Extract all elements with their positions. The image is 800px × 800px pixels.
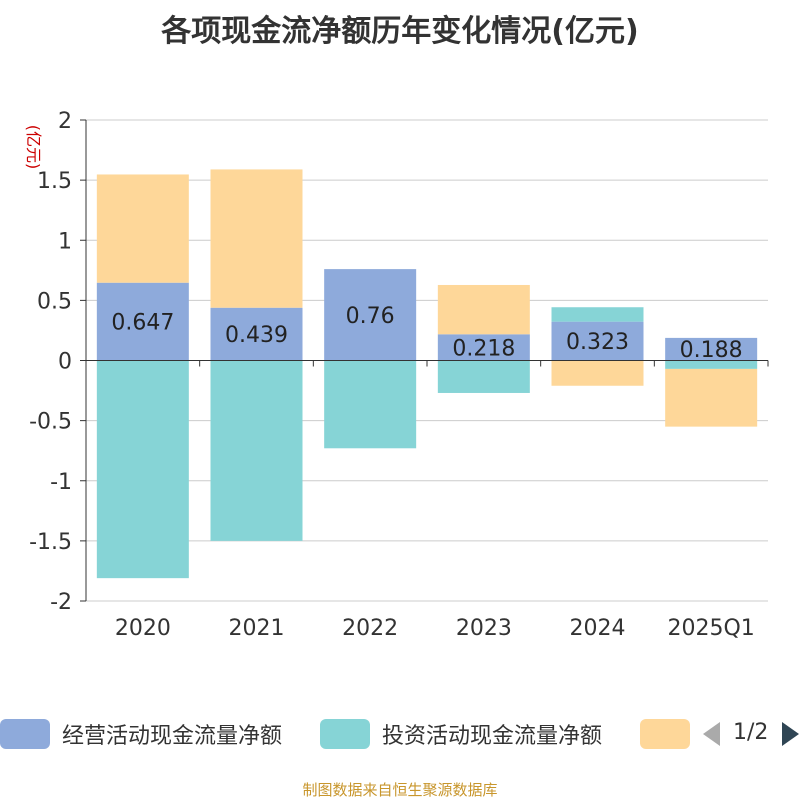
axes: 2 1.5 1 0.5 0 -0.5 -1 -1.5 -2 2020 2021 2022 2023 202… [24, 109, 769, 641]
bar-series0-2022 [324, 269, 417, 361]
legend-pager: 1/2 [700, 714, 800, 754]
bar-series2-2023 [437, 284, 530, 335]
bar-series0-2021 [210, 307, 303, 361]
legend-item-investing[interactable]: 投资活动现金流量净额 [320, 714, 602, 754]
legend-item-operating[interactable]: 经营活动现金流量净额 [0, 714, 282, 754]
data-label: 0.218 [452, 336, 515, 361]
y-tick-label: -0.5 [29, 410, 72, 435]
data-label: 0.323 [566, 330, 629, 355]
y-tick-label: 2 [58, 109, 72, 134]
y-axis-label: (亿元) [24, 125, 43, 170]
source-note: 制图数据来自恒生聚源数据库 [302, 781, 498, 799]
data-label: 0.647 [111, 311, 174, 336]
bar-series0-2023 [437, 334, 530, 361]
pager-text: 1/2 [733, 720, 769, 745]
x-tick-label: 2025Q1 [668, 616, 755, 641]
legend-label-operating: 经营活动现金流量净额 [62, 724, 283, 749]
legend-swatch-investing [320, 719, 370, 749]
data-label: 0.439 [225, 323, 288, 348]
y-tick-label: 1 [58, 229, 72, 254]
bars [96, 169, 758, 579]
bar-series0-2020 [96, 282, 189, 361]
data-label: 0.76 [346, 304, 395, 329]
y-tick-label: -2 [50, 590, 72, 615]
pager-prev-icon[interactable] [703, 722, 720, 746]
legend-item-third[interactable] [640, 714, 702, 754]
bar-series1-2020 [96, 360, 189, 579]
bar-series0-2024 [551, 321, 644, 361]
y-tick-label: 1.5 [37, 169, 72, 194]
bar-series2-2021 [210, 169, 303, 308]
bar-series1-2021 [210, 360, 303, 541]
bar-series2-2024 [551, 360, 644, 386]
bar-series0-2025Q1 [665, 337, 758, 361]
grid-lines [86, 119, 768, 602]
pager-next-icon[interactable] [782, 722, 799, 746]
y-tick-label: -1 [50, 470, 72, 495]
data-label: 0.188 [680, 338, 743, 363]
bar-series1-2025Q1 [665, 360, 758, 369]
x-tick-label: 2023 [456, 616, 512, 641]
x-tick-label: 2021 [229, 616, 285, 641]
legend-label-investing: 投资活动现金流量净额 [382, 724, 603, 749]
bar-series1-2024 [551, 307, 644, 322]
y-tick-label: 0.5 [37, 289, 72, 314]
bar-series2-2020 [96, 174, 189, 283]
legend: 经营活动现金流量净额 投资活动现金流量净额 1/2 [0, 714, 800, 758]
chart-title: 各项现金流净额历年变化情况(亿元) [161, 14, 639, 49]
legend-swatch-operating [0, 719, 50, 749]
bar-series1-2023 [437, 360, 530, 393]
x-tick-label: 2024 [570, 616, 626, 641]
x-tick-label: 2020 [115, 616, 171, 641]
data-labels: 0.647 0.439 0.76 0.218 0.323 0.188 [111, 304, 742, 363]
y-tick-label: 0 [58, 350, 72, 375]
bar-series1-2022 [324, 360, 417, 449]
legend-swatch-third [640, 719, 690, 749]
y-tick-label: -1.5 [29, 530, 72, 555]
x-tick-label: 2022 [342, 616, 398, 641]
bar-series2-2025Q1 [665, 368, 758, 427]
